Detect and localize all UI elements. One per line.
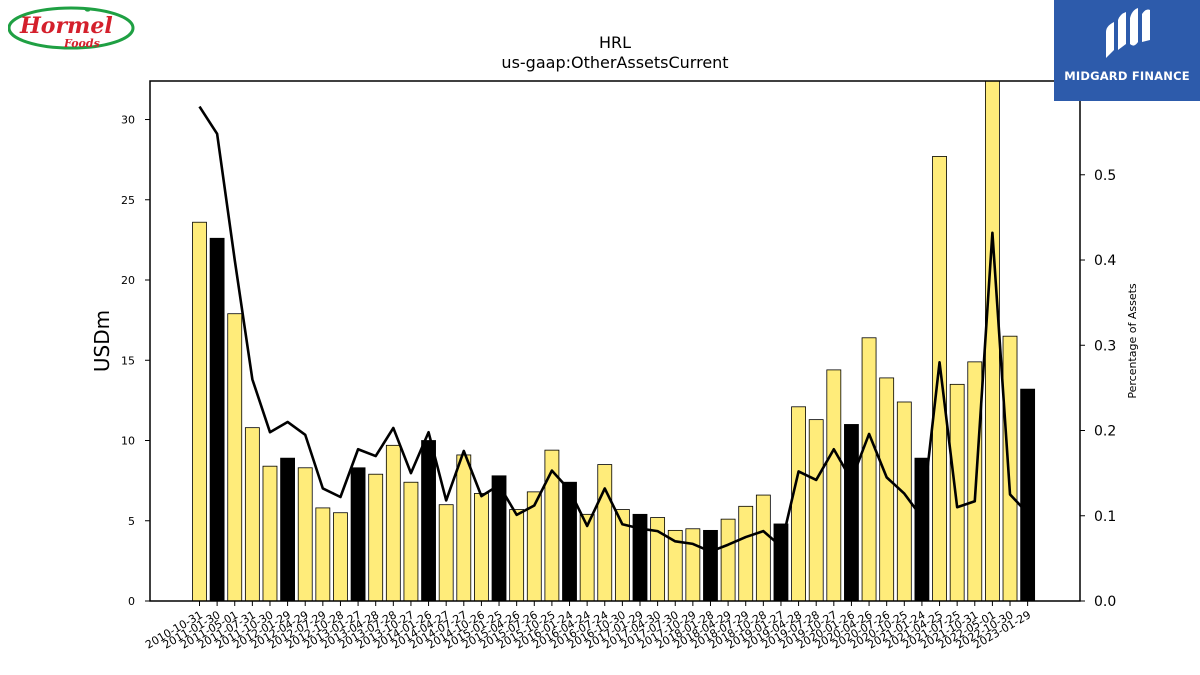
y2-tick-label: 0.0: [1094, 594, 1116, 610]
bar: [597, 464, 613, 602]
bar: [720, 518, 736, 602]
bar: [456, 454, 472, 602]
y-tick-label: 20: [121, 274, 135, 287]
y2-tick-label: 0.5: [1094, 168, 1116, 184]
bar: [509, 509, 525, 602]
y-axis-ticks: 0 5 10 15 20 25 30: [121, 114, 150, 608]
bar: [579, 513, 595, 602]
bar: [385, 444, 401, 602]
y2-tick-label: 0.1: [1094, 509, 1116, 525]
percentage-line: [198, 105, 1029, 553]
bar: [280, 457, 296, 602]
y-tick-label: 15: [121, 354, 135, 367]
bar: [474, 493, 489, 602]
bar: [227, 313, 243, 602]
bar: [262, 465, 278, 602]
bar: [755, 494, 771, 602]
bar: [738, 505, 754, 602]
x-axis-ticks: 2010-10-312011-01-302011-05-012011-07-31…: [143, 601, 1033, 652]
bar: [879, 377, 895, 602]
line-series: [198, 105, 1029, 553]
bar: [826, 369, 842, 602]
hormel-logo: Hormel Foods: [7, 6, 136, 50]
hormel-logo-subtext: Foods: [64, 37, 100, 50]
chart-title: HRL: [599, 33, 631, 52]
chart-subtitle: us-gaap:OtherAssetsCurrent: [501, 53, 728, 72]
bar: [315, 507, 331, 602]
bar: [685, 528, 701, 602]
plot-frame: [149, 80, 1081, 602]
bar: [949, 383, 965, 602]
bar: [1020, 388, 1036, 602]
bar: [808, 419, 824, 602]
y-tick-label: 10: [121, 435, 135, 448]
bar: [403, 481, 419, 602]
bar: [1002, 335, 1018, 602]
bar: [368, 473, 384, 602]
midgard-logo-mark: [1106, 8, 1150, 58]
bar: [333, 512, 348, 602]
bar: [350, 467, 366, 602]
bar: [791, 406, 806, 602]
bar: [703, 529, 718, 602]
midgard-finance-logo: MIDGARD FINANCE: [1054, 0, 1200, 101]
hormel-logo-text: Hormel: [20, 13, 113, 39]
bar: [985, 80, 1000, 602]
y-tick-label: 30: [121, 114, 135, 127]
y-tick-label: 5: [128, 515, 135, 528]
bar: [932, 156, 947, 602]
bar: [438, 504, 454, 602]
bar: [844, 424, 859, 602]
bar: [421, 440, 436, 602]
y-tick-label: 0: [128, 595, 135, 608]
bar: [297, 467, 313, 602]
y2-tick-label: 0.2: [1094, 424, 1116, 440]
y-tick-label: 25: [121, 194, 135, 207]
bar-series: [192, 80, 1036, 602]
bar: [209, 237, 225, 602]
bar: [861, 337, 877, 602]
midgard-logo-text: MIDGARD FINANCE: [1064, 69, 1190, 83]
hormel-logo-oval: [7, 6, 135, 50]
bar: [773, 523, 789, 602]
bar: [244, 427, 260, 602]
bar: [192, 221, 207, 602]
y2-tick-label: 0.4: [1094, 253, 1116, 269]
y2-axis-ticks: 0.0 0.1 0.2 0.3 0.4 0.5: [1080, 168, 1116, 610]
y-axis-label: USDm: [90, 310, 114, 372]
y2-axis-label: Percentage of Assets: [1126, 283, 1139, 399]
y2-tick-label: 0.3: [1094, 338, 1116, 354]
